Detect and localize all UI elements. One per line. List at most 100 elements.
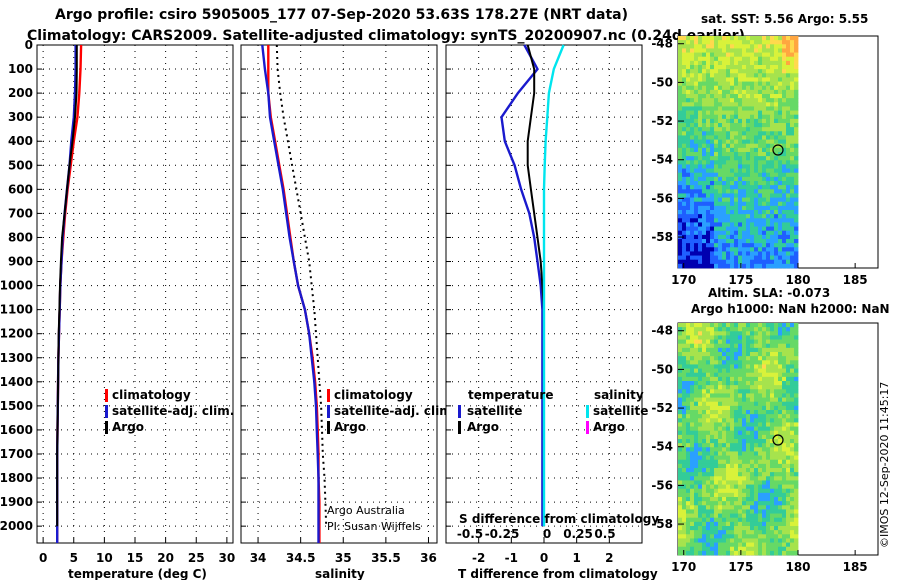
map-cell (762, 143, 767, 149)
map-cell (790, 118, 795, 124)
map-cell (782, 376, 787, 382)
map-cell (678, 335, 683, 340)
map-cell (698, 376, 703, 382)
map-cell (746, 393, 751, 398)
map-cell (770, 476, 775, 481)
map-cell (690, 376, 695, 382)
map-cell (726, 381, 731, 386)
sst-map-title: sat. SST: 5.56 Argo: 5.55 (701, 12, 868, 26)
map-cell (730, 459, 735, 465)
map-cell (686, 434, 691, 440)
map-cell (762, 335, 767, 340)
map-cell (782, 40, 787, 45)
map-cell (734, 360, 739, 365)
map-cell (750, 335, 755, 340)
map-cell (770, 401, 775, 407)
map-cell (730, 65, 735, 70)
map-cell (706, 73, 711, 78)
x-tick-label: 34 (250, 551, 267, 565)
map-cell (746, 69, 751, 74)
map-cell (678, 459, 683, 465)
map-cell (790, 389, 795, 394)
map-cell (694, 542, 699, 548)
map-cell (762, 139, 767, 145)
map-cell (746, 455, 751, 461)
map-cell (710, 259, 715, 265)
map-cell (730, 135, 735, 140)
map-cell (790, 339, 795, 345)
map-cell (754, 480, 759, 485)
map-cell (782, 343, 787, 349)
map-cell (738, 127, 743, 132)
map-cell (706, 106, 711, 111)
map-cell (678, 164, 683, 169)
map-cell (710, 160, 715, 165)
map-cell (706, 372, 711, 378)
map-cell (790, 222, 795, 227)
map-cell (694, 360, 699, 365)
map-cell (754, 405, 759, 411)
map-cell (734, 339, 739, 345)
map-cell (710, 189, 715, 194)
map-cell (678, 226, 683, 232)
map-cell (706, 205, 711, 211)
map-cell (786, 530, 791, 535)
map-cell (746, 201, 751, 207)
map-cell (790, 468, 795, 473)
map-cell (702, 218, 707, 223)
map-cell (750, 263, 755, 269)
map-cell (702, 376, 707, 382)
map-cell (706, 347, 711, 353)
map-cell (742, 193, 747, 198)
map-cell (722, 239, 727, 244)
map-cell (774, 263, 779, 269)
map-cell (678, 542, 683, 548)
map-cell (682, 222, 687, 227)
map-cell (746, 123, 751, 128)
map-cell (702, 339, 707, 345)
map-cell (794, 430, 799, 436)
map-cell (786, 139, 791, 145)
map-cell (706, 538, 711, 543)
map-cell (690, 418, 695, 423)
map-cell (726, 476, 731, 481)
map-y-tick-label: -58 (651, 230, 673, 244)
map-cell (774, 48, 779, 53)
map-cell (786, 451, 791, 456)
map-cell (762, 422, 767, 427)
map-cell (718, 164, 723, 169)
map-cell (770, 110, 775, 116)
map-cell (714, 405, 719, 411)
map-cell (762, 263, 767, 269)
map-cell (702, 393, 707, 398)
map-cell (762, 152, 767, 157)
map-cell (774, 114, 779, 120)
map-cell (742, 472, 747, 477)
map-cell (794, 176, 799, 182)
map-cell (702, 205, 707, 211)
map-cell (726, 197, 731, 203)
map-cell (734, 323, 739, 328)
map-cell (790, 135, 795, 140)
map-cell (758, 114, 763, 120)
map-cell (738, 439, 743, 444)
map-cell (682, 426, 687, 432)
map-cell (786, 73, 791, 78)
map-cell (702, 476, 707, 481)
map-cell (758, 327, 763, 332)
map-cell (714, 160, 719, 165)
map-cell (774, 505, 779, 510)
map-cell (698, 205, 703, 211)
y-tick-label: 1900 (0, 495, 33, 509)
map-cell (790, 230, 795, 236)
map-cell (698, 331, 703, 336)
map-cell (706, 368, 711, 374)
map-cell (758, 69, 763, 74)
map-cell (698, 530, 703, 535)
map-cell (778, 364, 783, 369)
map-cell (754, 127, 759, 132)
map-cell (770, 40, 775, 45)
map-cell (714, 143, 719, 149)
map-cell (726, 538, 731, 543)
map-cell (770, 251, 775, 256)
